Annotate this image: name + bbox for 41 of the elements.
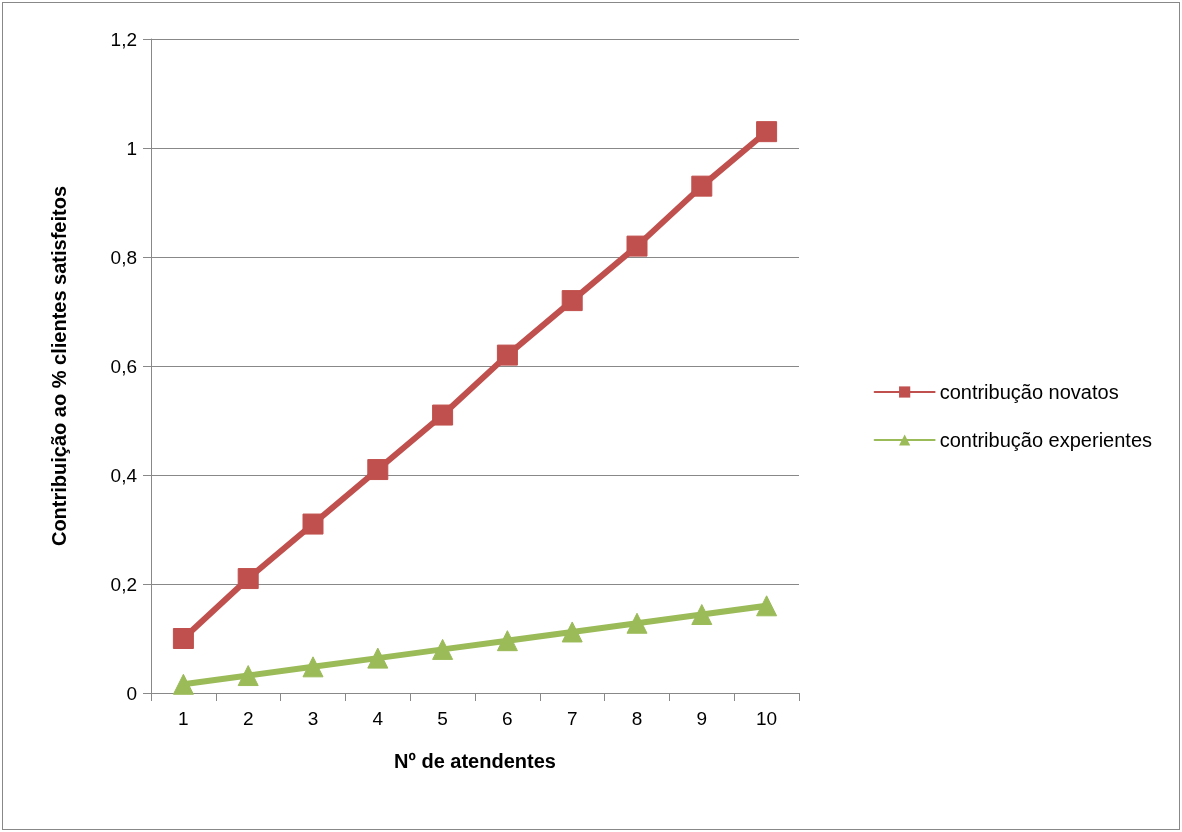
x-tick-label: 9 [696, 708, 708, 729]
point [691, 175, 713, 197]
x-tick-label: 3 [307, 708, 319, 729]
point [561, 290, 583, 312]
point [626, 235, 648, 257]
x-tick-label: 2 [242, 708, 254, 729]
x-axis-title: Nº de atendentes [394, 750, 556, 772]
point [172, 628, 194, 649]
point [367, 459, 389, 481]
point [432, 638, 454, 660]
x-tick-label: 10 [756, 708, 778, 729]
y-axis-title: Contribuição ao % clientes satisfeitos [48, 185, 70, 547]
legend-label: contribução novatos [939, 381, 1119, 403]
y-tick-label: 1,2 [110, 28, 137, 50]
point [367, 647, 389, 669]
point [756, 595, 778, 617]
y-tick-label: 0,4 [110, 464, 138, 486]
x-tick-label: 4 [372, 708, 384, 729]
point [302, 513, 324, 535]
y-tick-label: 0 [126, 682, 137, 704]
point [237, 568, 259, 590]
y-tick-label: 0,6 [110, 355, 137, 377]
y-tick-label: 0,8 [110, 246, 137, 268]
point [302, 656, 324, 678]
point [756, 121, 778, 143]
y-tick-label: 1 [126, 137, 137, 159]
x-tick-label: 6 [502, 708, 513, 729]
point [626, 612, 648, 634]
point [496, 630, 518, 652]
point [237, 665, 259, 687]
point [432, 404, 454, 426]
y-tick-label: 0,2 [110, 573, 137, 595]
legend-label: contribução experientes [939, 429, 1153, 451]
point [691, 604, 713, 626]
point [561, 621, 583, 643]
x-tick-label: 8 [631, 708, 643, 729]
x-tick-label: 5 [437, 708, 448, 729]
x-tick-label: 1 [178, 708, 189, 729]
point [496, 344, 518, 366]
x-tick-label: 7 [566, 708, 578, 729]
point [172, 673, 194, 695]
